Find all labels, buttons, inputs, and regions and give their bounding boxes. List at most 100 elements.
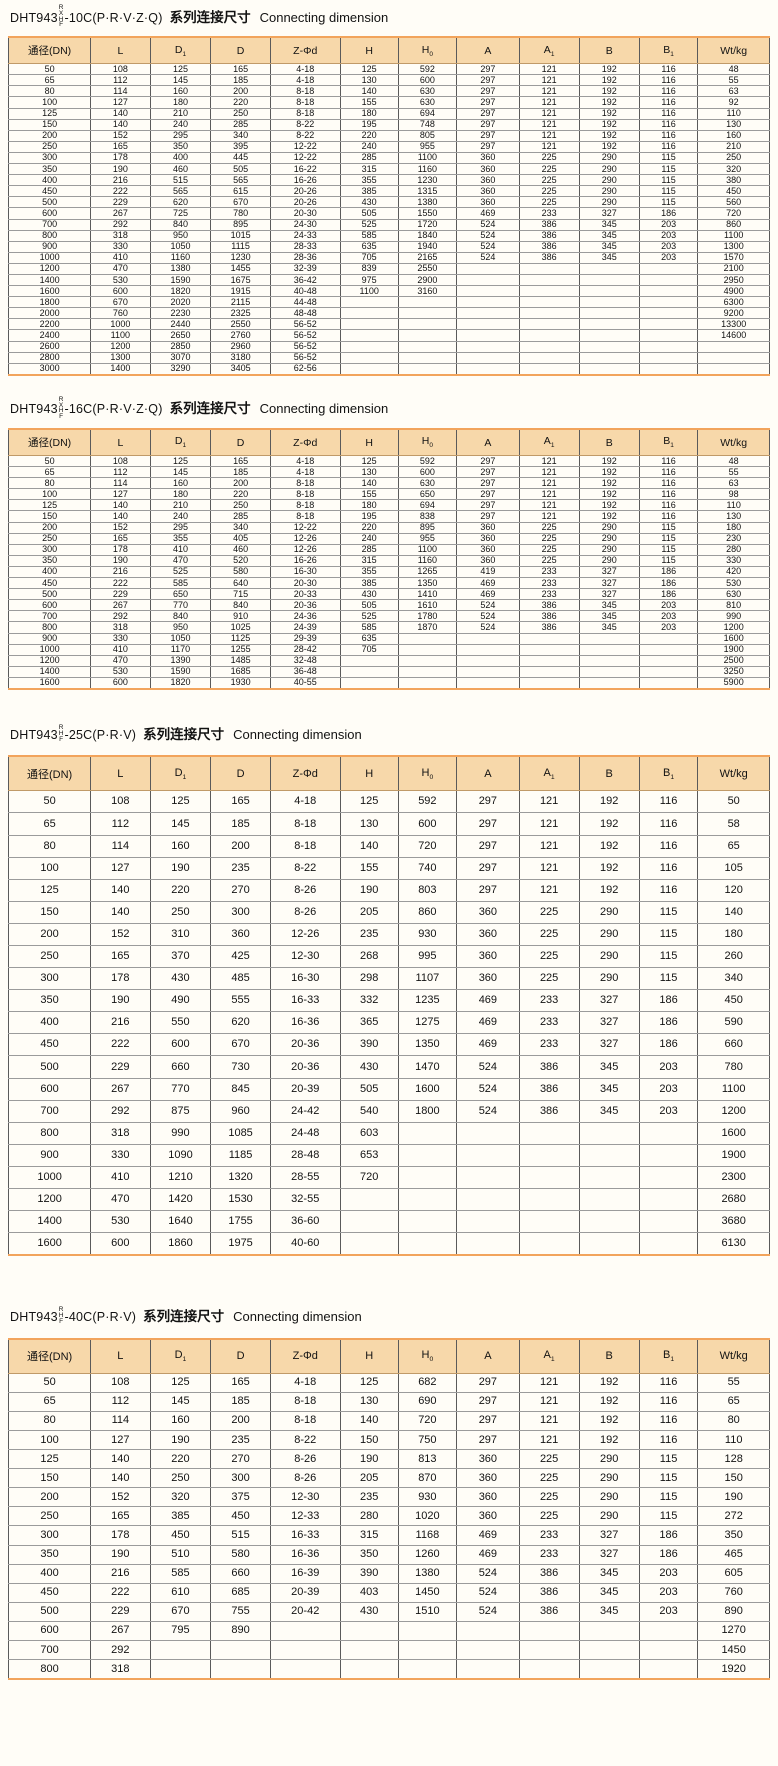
table-cell bbox=[578, 274, 640, 287]
table-cell: 115 bbox=[638, 174, 698, 187]
table-cell: 125 bbox=[339, 63, 399, 76]
table-row: 900 330 1050 1125 29-39 635 1600 bbox=[7, 633, 770, 645]
table-cell: 233 bbox=[518, 1525, 580, 1546]
table-cell: 203 bbox=[638, 621, 698, 634]
table-cell: 24-36 bbox=[269, 610, 341, 623]
variant-letter: R bbox=[58, 1306, 64, 1314]
table-cell: 8-22 bbox=[269, 119, 341, 131]
table-cell: 930 bbox=[397, 923, 457, 947]
table-cell: 225 bbox=[518, 152, 580, 165]
table-cell: 375 bbox=[210, 1487, 271, 1508]
table-cell: 1420 bbox=[149, 1188, 211, 1212]
table-cell: 115 bbox=[638, 901, 698, 924]
table-cell: 600 bbox=[7, 1078, 91, 1101]
table-cell: 192 bbox=[578, 1411, 640, 1432]
table-cell: 705 bbox=[339, 252, 399, 264]
table-cell: 890 bbox=[697, 1602, 770, 1622]
table-cell: 318 bbox=[90, 621, 151, 634]
column-header: 通径(DN) bbox=[7, 1338, 91, 1374]
table-row: 400 216 585 660 16-39 390 1380 524 386 345 203 605 bbox=[7, 1564, 770, 1584]
table-cell bbox=[638, 263, 698, 275]
table-cell: 116 bbox=[638, 857, 698, 880]
table-cell: 160 bbox=[149, 477, 211, 490]
table-cell: 290 bbox=[578, 555, 640, 567]
table-cell bbox=[339, 1640, 399, 1661]
table-cell bbox=[397, 307, 457, 320]
table-row: 250 165 385 450 12-33 280 1020 360 225 290 115 272 bbox=[7, 1506, 770, 1527]
table-cell: 930 bbox=[397, 1487, 457, 1508]
table-cell: 3250 bbox=[697, 666, 770, 678]
table-cell: 350 bbox=[149, 141, 211, 153]
table-row: 900 330 1050 1115 28-33 635 1940 524 386 345 203 13… bbox=[7, 241, 770, 253]
table-cell: 8-18 bbox=[269, 1411, 341, 1432]
table-cell bbox=[456, 307, 520, 320]
table-cell: 121 bbox=[518, 510, 580, 523]
table-cell: 890 bbox=[210, 1621, 271, 1642]
table-cell: 121 bbox=[518, 141, 580, 153]
table-cell: 2600 bbox=[7, 341, 91, 353]
table-cell: 160 bbox=[149, 835, 211, 858]
table-cell: 960 bbox=[210, 1100, 271, 1123]
table-cell: 1870 bbox=[397, 621, 457, 634]
table-cell: 115 bbox=[638, 1449, 698, 1470]
column-header: 通径(DN) bbox=[7, 756, 91, 792]
table-cell: 1115 bbox=[210, 241, 271, 253]
table-cell bbox=[578, 655, 640, 667]
table-cell: 152 bbox=[90, 130, 151, 142]
table-cell: 40-60 bbox=[269, 1232, 341, 1256]
table-cell: 2020 bbox=[149, 296, 211, 309]
table-cell: 315 bbox=[339, 163, 399, 176]
table-row: 1600 600 1820 1930 40-55 5900 bbox=[7, 677, 770, 689]
table-cell: 290 bbox=[578, 185, 640, 198]
table-cell: 48 bbox=[697, 63, 770, 76]
table-cell: 720 bbox=[697, 207, 770, 220]
table-cell: 603 bbox=[339, 1122, 399, 1145]
table-cell: 1000 bbox=[7, 252, 91, 264]
table-cell: 125 bbox=[339, 455, 399, 468]
table-cell: 340 bbox=[697, 967, 770, 991]
table-cell: 845 bbox=[210, 1078, 271, 1101]
table-cell: 1780 bbox=[397, 610, 457, 623]
table-cell: 1255 bbox=[210, 644, 271, 656]
table-cell bbox=[518, 1659, 580, 1680]
table-cell: 195 bbox=[339, 119, 399, 131]
series-title-chinese: 系列连接尺寸 bbox=[169, 401, 251, 417]
table-cell: 430 bbox=[339, 588, 399, 601]
table-cell: 229 bbox=[90, 1602, 151, 1622]
table-cell: 290 bbox=[578, 1449, 640, 1470]
table-title: DHT943 R H F -25C(P·R·V) 系列连接尺寸 Connecting dim… bbox=[10, 724, 770, 743]
table-cell: 1920 bbox=[697, 1659, 770, 1680]
table-cell bbox=[339, 329, 399, 342]
table-cell: 800 bbox=[7, 230, 91, 242]
document-page: DHT943 R X H F -10C(P·R·V·Z·Q) 系列连接尺寸 Connectin… bbox=[7, 4, 770, 1681]
table-cell: 12-22 bbox=[269, 522, 341, 534]
column-header: A bbox=[456, 37, 520, 65]
table-cell: 192 bbox=[578, 857, 640, 880]
table-cell: 115 bbox=[638, 1468, 698, 1489]
table-cell: 315 bbox=[339, 1525, 399, 1546]
table-cell: 152 bbox=[90, 522, 151, 534]
table-cell: 216 bbox=[90, 1564, 151, 1584]
table-cell: 115 bbox=[638, 544, 698, 556]
table-cell: 297 bbox=[456, 499, 520, 512]
table-cell: 250 bbox=[7, 533, 91, 545]
table-row: 200 152 320 375 12-30 235 930 360 225 290 115 190 bbox=[7, 1487, 770, 1508]
table-cell: 105 bbox=[697, 857, 770, 880]
table-cell: 112 bbox=[90, 812, 151, 836]
column-header: Z-Φd bbox=[269, 1338, 341, 1374]
table-cell: 290 bbox=[578, 1487, 640, 1508]
table-cell: 1275 bbox=[397, 1011, 457, 1035]
table-cell: 222 bbox=[90, 1583, 151, 1603]
table-cell: 203 bbox=[638, 230, 698, 242]
table-cell: 515 bbox=[210, 1525, 271, 1546]
table-cell: 125 bbox=[7, 879, 91, 902]
table-row: 125 140 220 270 8-26 190 803 297 121 192 116 120 bbox=[7, 879, 770, 902]
table-cell: 385 bbox=[149, 1506, 211, 1527]
table-cell: 192 bbox=[578, 1373, 640, 1393]
table-cell: 327 bbox=[578, 989, 640, 1013]
table-cell: 50 bbox=[7, 790, 91, 814]
table-row: 50 108 125 165 4-18 125 592 297 121 192 116 48 bbox=[7, 63, 770, 76]
table-row: 100 127 190 235 8-22 155 740 297 121 192 116 105 bbox=[7, 857, 770, 880]
table-cell: 350 bbox=[697, 1525, 770, 1546]
table-cell: 210 bbox=[697, 141, 770, 153]
